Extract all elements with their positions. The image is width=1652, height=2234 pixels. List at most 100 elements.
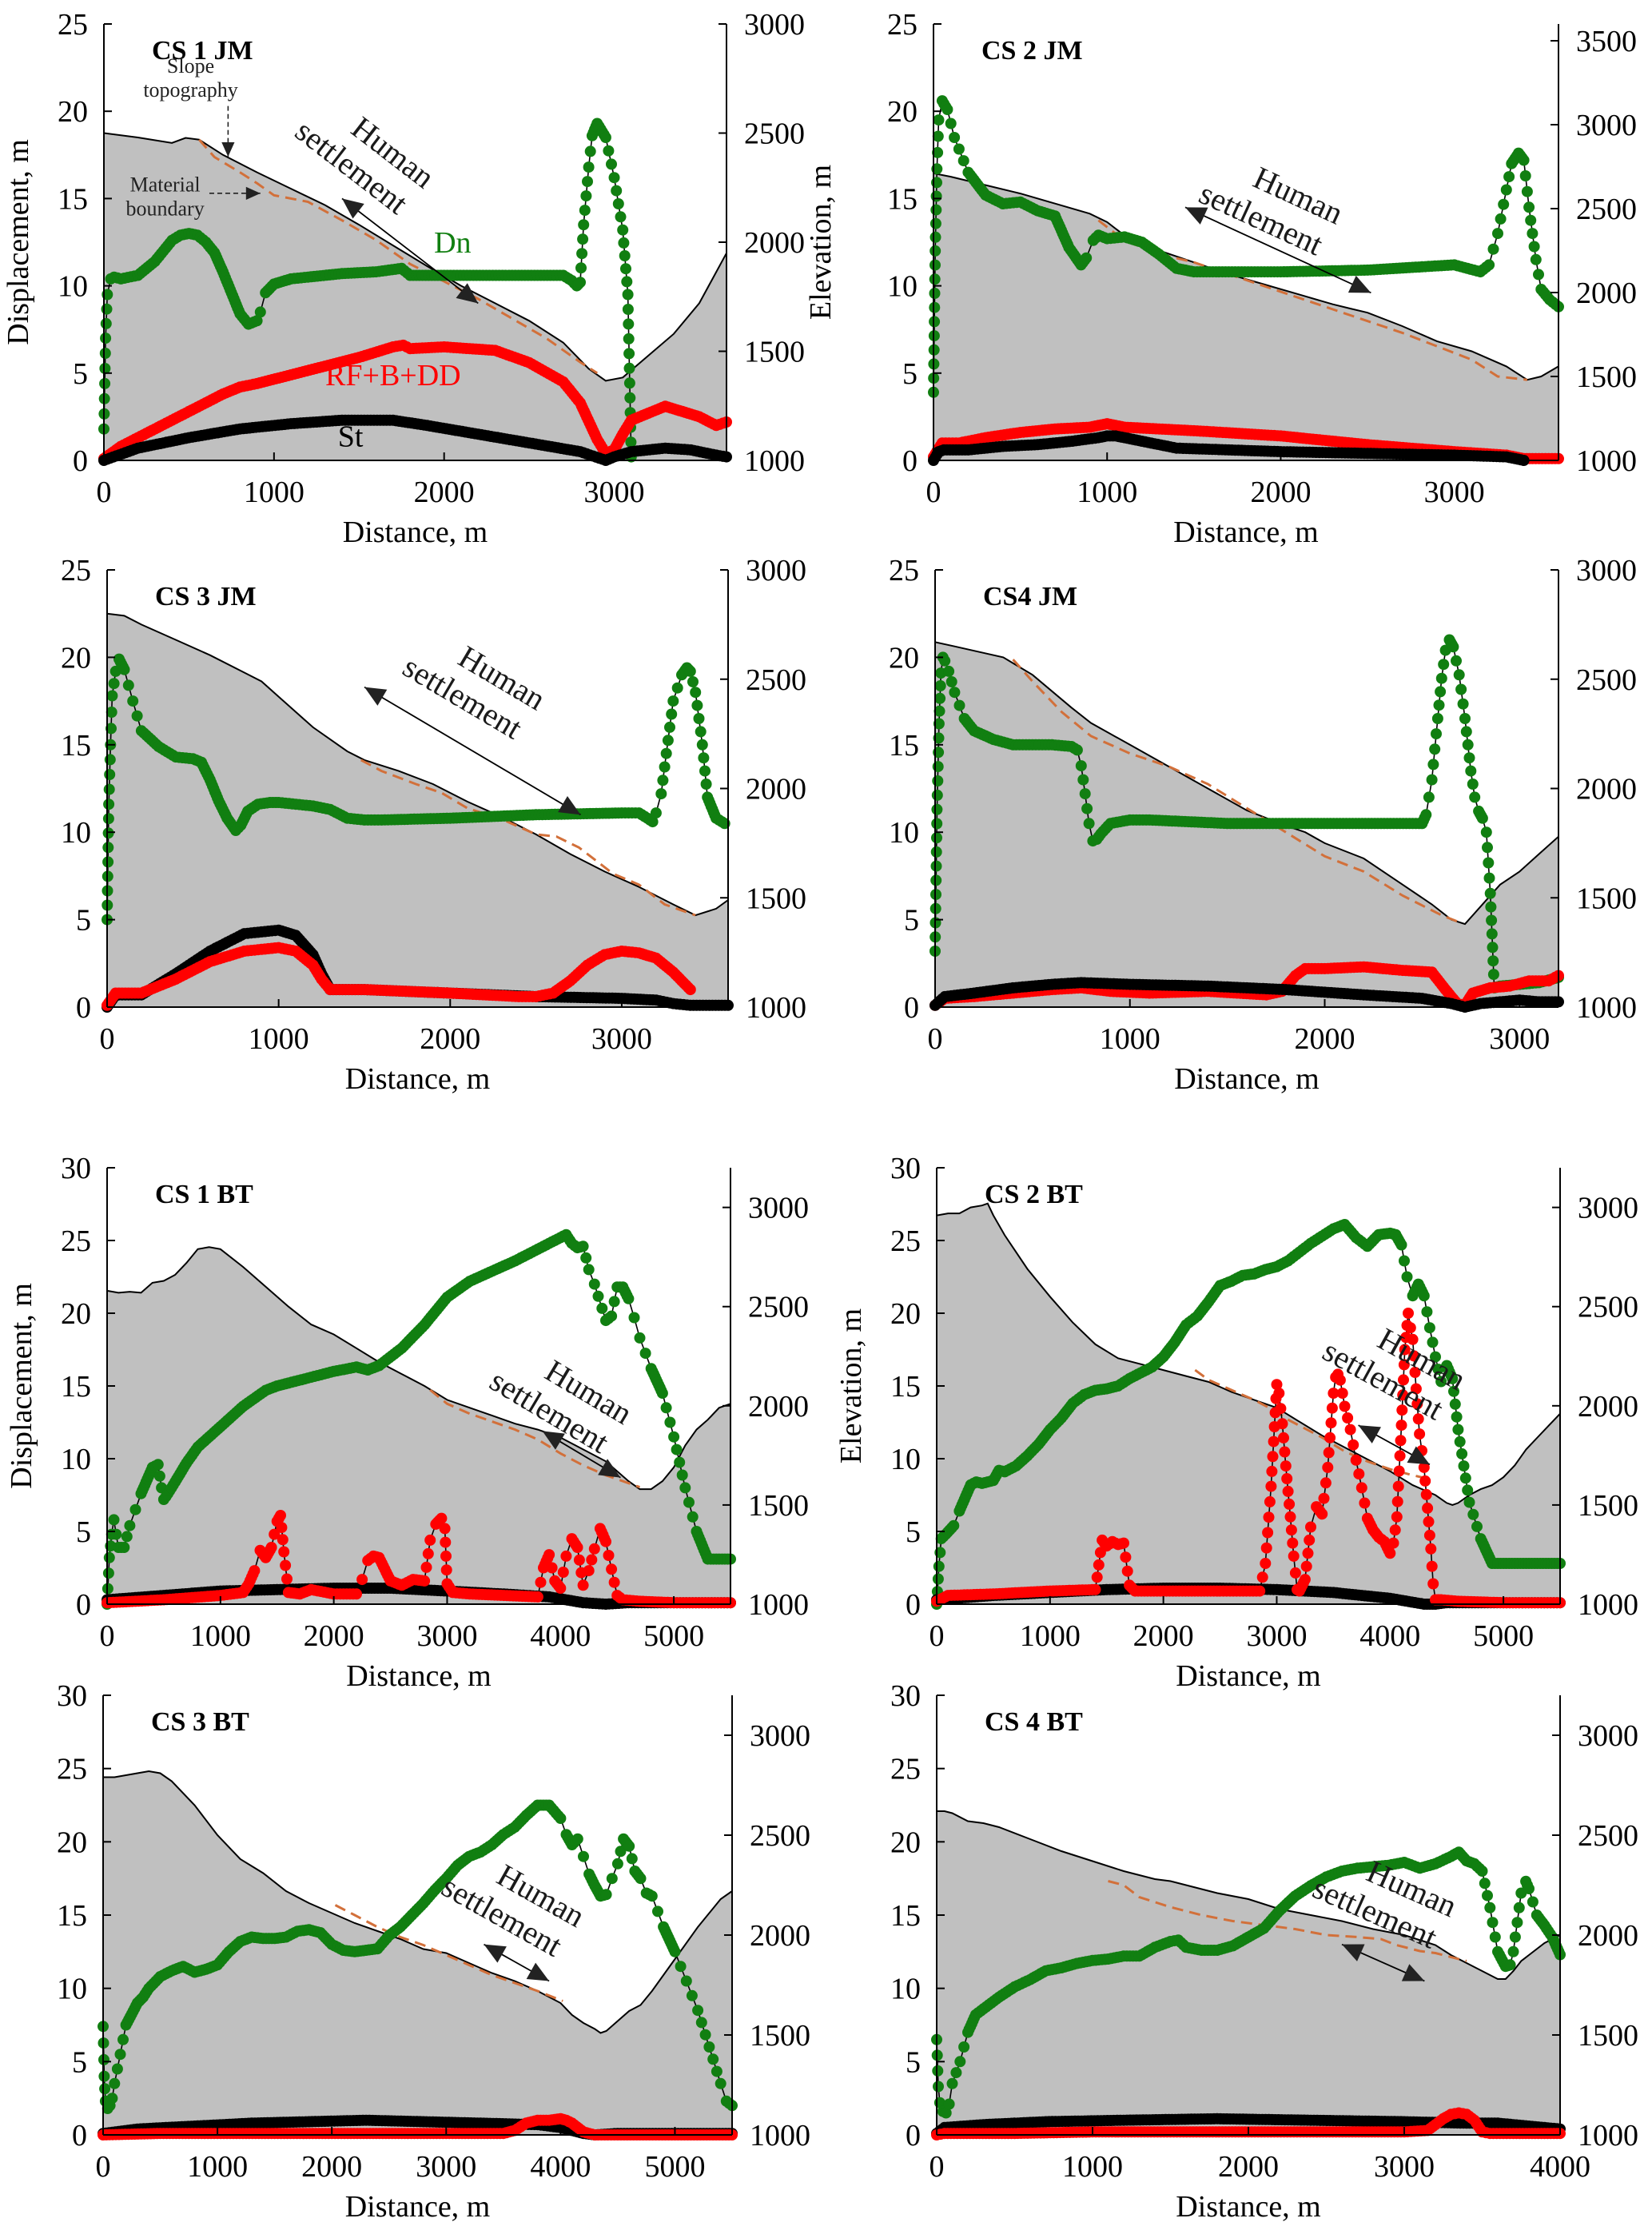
data-point — [1427, 759, 1439, 771]
data-point — [1355, 1482, 1367, 1494]
data-point — [948, 1519, 960, 1531]
data-point — [596, 1302, 608, 1314]
data-point — [102, 827, 114, 839]
data-point — [583, 161, 595, 173]
data-point — [1483, 872, 1495, 884]
data-point — [930, 190, 942, 202]
y2-tick-label: 1000 — [1578, 1588, 1638, 1622]
data-point — [1469, 791, 1481, 803]
data-point — [929, 273, 941, 285]
y2-tick-label: 3000 — [1576, 554, 1637, 587]
data-point — [582, 176, 593, 188]
data-point — [278, 1546, 290, 1558]
data-point — [1423, 791, 1435, 803]
data-point — [571, 1542, 583, 1553]
data-point — [662, 735, 674, 747]
data-point — [1471, 1520, 1483, 1532]
y-tick-label: 30 — [61, 1152, 91, 1185]
data-point — [1284, 1498, 1296, 1510]
data-point — [1281, 1473, 1293, 1484]
y2-tick-label: 2500 — [744, 117, 805, 151]
data-point — [1427, 1578, 1439, 1590]
data-point — [276, 1522, 288, 1534]
data-point — [639, 1348, 651, 1360]
y-axis-title: Displacement, m — [2, 139, 35, 344]
data-point — [669, 1945, 681, 1957]
data-point — [930, 860, 942, 872]
data-point — [351, 1588, 362, 1600]
data-point — [1462, 739, 1474, 751]
data-point — [577, 233, 589, 245]
y-tick-label: 0 — [904, 991, 919, 1025]
data-point — [700, 779, 712, 790]
y2-tick-label: 1500 — [746, 882, 806, 915]
x-tick-label: 1000 — [249, 1022, 309, 1056]
data-point — [1480, 826, 1492, 838]
data-point — [1525, 214, 1537, 226]
data-point — [1394, 1450, 1406, 1462]
data-point — [440, 1564, 452, 1576]
data-point — [1528, 241, 1540, 253]
data-point — [600, 1535, 611, 1547]
data-point — [675, 1961, 687, 1973]
data-point — [1285, 1524, 1297, 1536]
data-point — [931, 832, 942, 844]
data-point — [957, 155, 969, 167]
data-point — [1454, 1436, 1466, 1448]
data-point — [1459, 713, 1471, 724]
series-st — [928, 430, 1530, 466]
data-point — [1455, 683, 1467, 695]
data-point — [621, 276, 633, 288]
data-point — [106, 2093, 118, 2105]
data-point — [1081, 802, 1093, 814]
arrow-head-icon — [364, 687, 388, 706]
series-dn — [98, 117, 637, 463]
data-point — [1344, 1424, 1356, 1436]
y-tick-label: 10 — [61, 1443, 91, 1476]
slope-topography-area — [933, 173, 1558, 460]
data-point — [1288, 1550, 1300, 1562]
x-tick-label: 1000 — [1020, 1619, 1081, 1653]
data-point — [1459, 1472, 1471, 1484]
data-point — [99, 348, 111, 359]
data-point — [571, 1833, 583, 1845]
data-point — [1342, 1412, 1354, 1424]
data-point — [1483, 259, 1495, 271]
data-point — [1091, 1571, 1103, 1583]
data-point — [687, 676, 699, 687]
data-point — [575, 262, 587, 274]
data-point — [1431, 713, 1443, 724]
slope-topography-area — [103, 1771, 732, 2135]
data-point — [1453, 669, 1465, 681]
data-point — [1530, 253, 1542, 265]
data-point — [686, 1989, 698, 2001]
data-point — [608, 1576, 620, 1588]
data-point — [620, 263, 631, 275]
data-point — [1322, 1461, 1334, 1473]
x-tick-label: 3000 — [416, 1619, 477, 1653]
data-point — [1421, 1306, 1433, 1318]
y2-tick-label: 2500 — [1578, 1291, 1638, 1324]
data-point — [583, 1565, 595, 1577]
data-point — [104, 769, 116, 780]
data-point — [535, 1576, 547, 1588]
data-point — [1451, 1411, 1463, 1423]
y2-tick-label: 2000 — [1576, 277, 1637, 310]
data-point — [930, 204, 942, 216]
data-point — [1264, 1495, 1276, 1507]
y-tick-label: 25 — [889, 554, 919, 587]
data-point — [1462, 1484, 1474, 1496]
y2-tick-label: 1500 — [1576, 360, 1637, 394]
data-point — [635, 1873, 647, 1885]
data-point — [575, 277, 586, 289]
data-point — [103, 1551, 115, 1563]
data-point — [1467, 779, 1479, 790]
panel-title: CS 2 BT — [985, 1180, 1083, 1209]
data-point — [1401, 1271, 1413, 1283]
data-point — [101, 303, 113, 315]
data-point — [1287, 1537, 1299, 1549]
data-point — [707, 2053, 719, 2065]
data-point — [1299, 1574, 1311, 1586]
